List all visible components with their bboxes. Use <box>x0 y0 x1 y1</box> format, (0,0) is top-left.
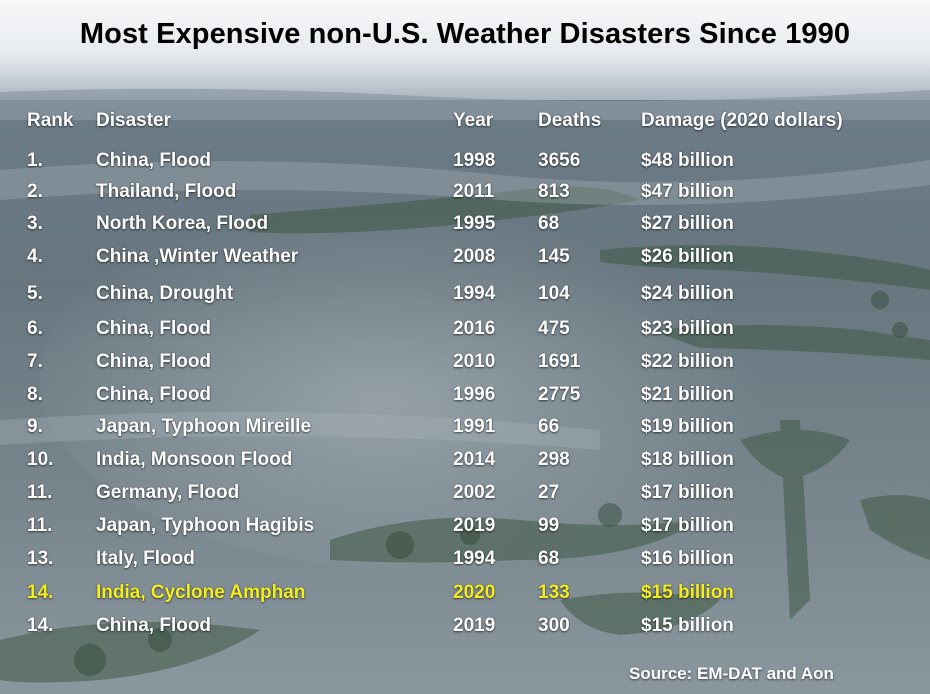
row-disaster: China, Drought <box>96 283 234 304</box>
row-deaths: 27 <box>538 482 560 503</box>
row-deaths: 68 <box>538 213 560 234</box>
row-disaster: Thailand, Flood <box>96 181 237 202</box>
header-deaths: Deaths <box>538 110 602 131</box>
row-disaster: China, Flood <box>96 150 212 171</box>
row-damage: $19 billion <box>641 416 734 437</box>
row-deaths: 66 <box>538 416 560 437</box>
row-damage: $23 billion <box>641 318 734 339</box>
row-rank: 14. <box>27 615 54 636</box>
row-rank: 2. <box>27 181 43 202</box>
header-damage: Damage (2020 dollars) <box>641 110 843 131</box>
row-year: 2014 <box>453 449 496 470</box>
row-disaster: India, Cyclone Amphan <box>96 582 306 603</box>
page-title: Most Expensive non-U.S. Weather Disaster… <box>79 18 851 50</box>
row-year: 2019 <box>453 515 496 536</box>
row-disaster: Japan, Typhoon Hagibis <box>96 515 315 536</box>
row-deaths: 475 <box>538 318 570 339</box>
row-year: 1994 <box>453 548 496 569</box>
row-year: 2016 <box>453 318 496 339</box>
row-disaster: India, Monsoon Flood <box>96 449 293 470</box>
source-note: Source: EM-DAT and Aon <box>629 664 834 683</box>
row-rank: 11. <box>27 515 53 536</box>
row-disaster: China, Flood <box>96 318 212 339</box>
row-deaths: 1691 <box>538 351 581 372</box>
row-deaths: 99 <box>538 515 560 536</box>
row-disaster: China ,Winter Weather <box>96 246 299 267</box>
row-rank: 9. <box>27 416 43 437</box>
row-disaster: Japan, Typhoon Mireille <box>96 416 312 437</box>
row-rank: 5. <box>27 283 43 304</box>
row-disaster: China, Flood <box>96 351 212 372</box>
row-damage: $17 billion <box>641 482 734 503</box>
row-deaths: 68 <box>538 548 560 569</box>
row-rank: 13. <box>27 548 54 569</box>
row-damage: $48 billion <box>641 150 734 171</box>
row-rank: 14. <box>27 582 54 603</box>
row-damage: $47 billion <box>641 181 734 202</box>
row-disaster: China, Flood <box>96 384 212 405</box>
row-rank: 3. <box>27 213 43 234</box>
row-year: 2019 <box>453 615 496 636</box>
row-deaths: 813 <box>538 181 570 202</box>
row-deaths: 104 <box>538 283 570 304</box>
row-disaster: China, Flood <box>96 615 212 636</box>
row-rank: 1. <box>27 150 43 171</box>
row-deaths: 300 <box>538 615 570 636</box>
row-damage: $16 billion <box>641 548 734 569</box>
row-year: 1991 <box>453 416 496 437</box>
row-year: 1994 <box>453 283 496 304</box>
row-year: 1996 <box>453 384 496 405</box>
row-rank: 11. <box>27 482 53 503</box>
row-rank: 10. <box>27 449 54 470</box>
header-rank: Rank <box>27 110 74 131</box>
header-disaster: Disaster <box>96 110 171 131</box>
row-year: 2010 <box>453 351 496 372</box>
row-deaths: 133 <box>538 582 570 603</box>
row-rank: 8. <box>27 384 43 405</box>
row-damage: $17 billion <box>641 515 734 536</box>
row-disaster: North Korea, Flood <box>96 213 269 234</box>
header-year: Year <box>453 110 494 131</box>
row-deaths: 2775 <box>538 384 581 405</box>
row-year: 2020 <box>453 582 496 603</box>
row-damage: $26 billion <box>641 246 734 267</box>
row-rank: 6. <box>27 318 43 339</box>
row-rank: 7. <box>27 351 43 372</box>
row-damage: $22 billion <box>641 351 734 372</box>
row-damage: $24 billion <box>641 283 734 304</box>
row-damage: $18 billion <box>641 449 734 470</box>
row-deaths: 145 <box>538 246 570 267</box>
row-damage: $15 billion <box>641 582 734 603</box>
row-disaster: Germany, Flood <box>96 482 240 503</box>
row-year: 2008 <box>453 246 496 267</box>
row-damage: $21 billion <box>641 384 734 405</box>
row-year: 1998 <box>453 150 496 171</box>
row-year: 1995 <box>453 213 496 234</box>
row-disaster: Italy, Flood <box>96 548 195 569</box>
row-year: 2011 <box>453 181 495 202</box>
row-year: 2002 <box>453 482 496 503</box>
row-rank: 4. <box>27 246 43 267</box>
row-deaths: 298 <box>538 449 570 470</box>
row-damage: $15 billion <box>641 615 734 636</box>
row-damage: $27 billion <box>641 213 734 234</box>
row-deaths: 3656 <box>538 150 581 171</box>
